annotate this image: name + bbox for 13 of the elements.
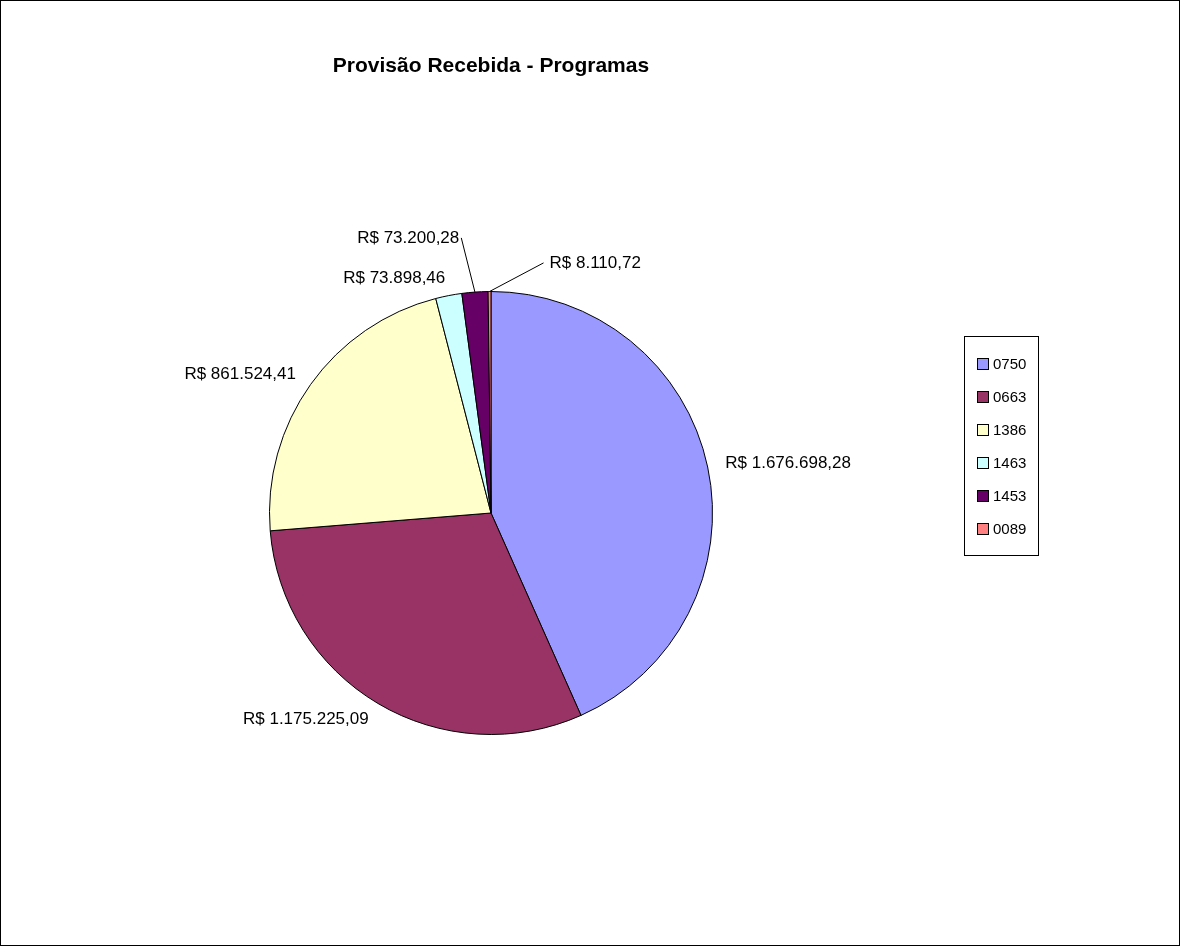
legend-label: 1453 (993, 487, 1027, 504)
data-label: R$ 861.524,41 (184, 363, 296, 383)
legend-label: 0089 (993, 520, 1027, 537)
legend-label: 1386 (993, 421, 1027, 438)
data-label: R$ 1.175.225,09 (242, 708, 369, 728)
legend-label: 0750 (993, 355, 1027, 372)
legend-label: 1463 (993, 454, 1027, 471)
data-label: R$ 73.898,46 (343, 267, 446, 287)
data-label: R$ 73.200,28 (357, 227, 460, 247)
data-label: R$ 1.676.698,28 (725, 452, 851, 472)
legend-label: 0663 (993, 388, 1027, 405)
data-label: R$ 8.110,72 (549, 252, 641, 272)
chart-title: Provisão Recebida - Programas (331, 53, 651, 77)
